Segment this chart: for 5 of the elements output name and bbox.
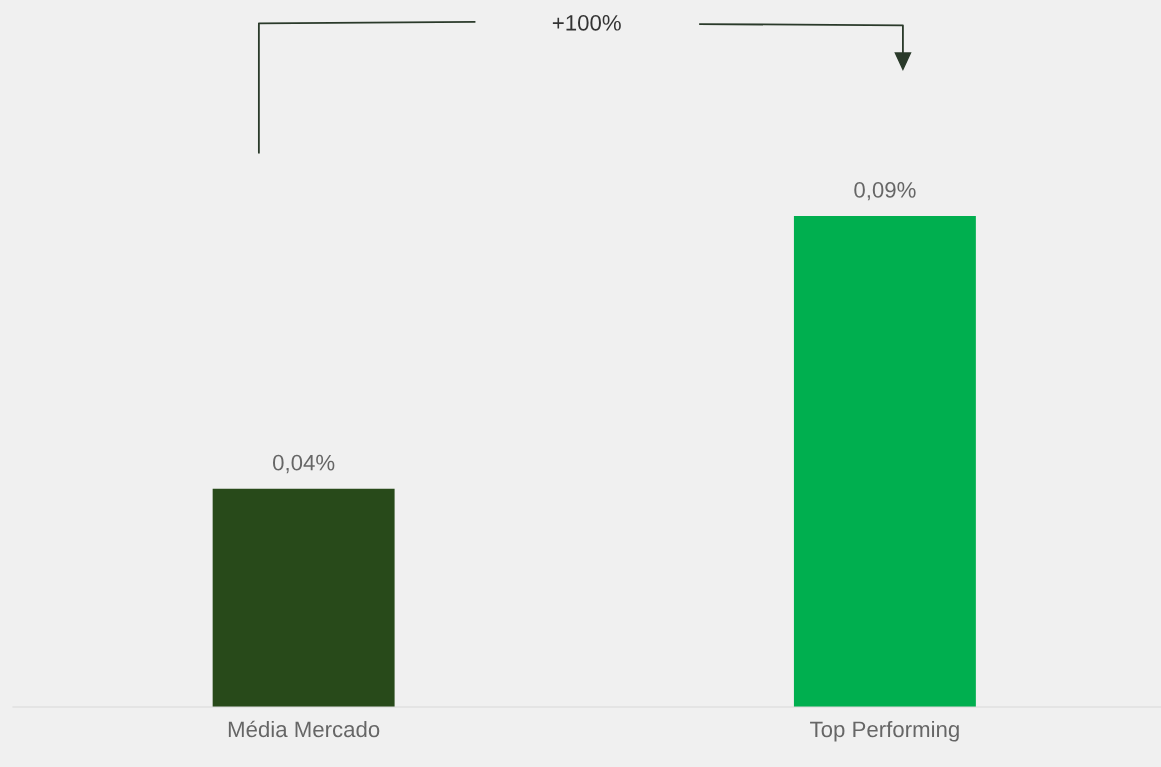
x-tick-label: Top Performing: [810, 720, 959, 742]
data-label: 0,04%: [273, 454, 335, 474]
x-tick-label: Média Mercado: [228, 720, 380, 738]
text: +100%: [552, 14, 621, 31]
data-label: 0,09%: [854, 182, 916, 201]
